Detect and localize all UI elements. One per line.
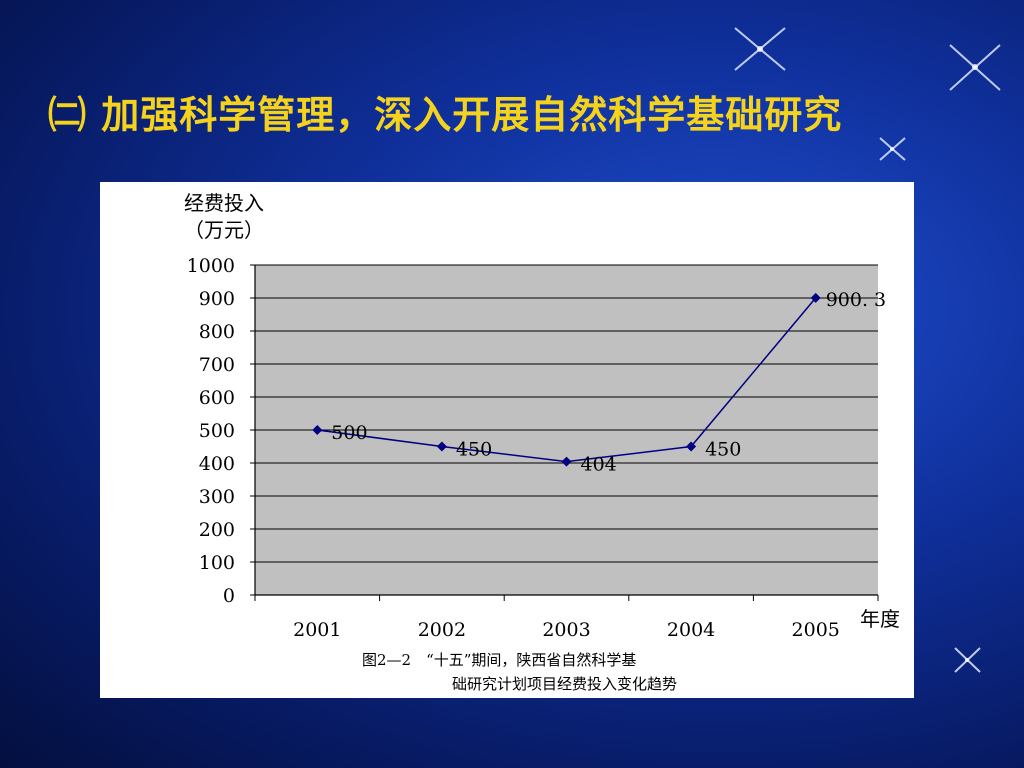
y-tick-label: 800 [199, 321, 235, 343]
y-tick-label: 500 [199, 420, 235, 442]
line-chart: 0 100 200 300 400 500 600 700 800 900 1000 2001 200… [187, 255, 900, 641]
data-label: 450 [705, 439, 741, 461]
x-tick-label: 2001 [293, 619, 341, 641]
x-tick-label: 2004 [667, 619, 715, 641]
x-tick-label: 2003 [542, 619, 590, 641]
data-point-marker [561, 456, 572, 467]
caption-line1: 图2—2 “十五”期间，陕西省自然科学基 [362, 651, 637, 669]
y-tick-label: 1000 [187, 255, 235, 277]
data-label: 450 [456, 439, 492, 461]
slide-title: ㈡ 加强科学管理，深入开展自然科学基础研究 [48, 92, 843, 137]
y-tick-label: 700 [199, 354, 235, 376]
y-axis-label-line2: （万元） [184, 218, 264, 242]
y-tick-label: 900 [199, 288, 235, 310]
y-axis-label: 经费投入 （万元） [184, 190, 264, 244]
y-tick-label: 200 [199, 519, 235, 541]
data-point-marker [436, 441, 447, 452]
figure-caption: 图2—2 “十五”期间，陕西省自然科学基 础研究计划项目经费投入变化趋势 [362, 648, 677, 696]
y-axis-label-line1: 经费投入 [184, 191, 264, 215]
data-label: 404 [581, 454, 617, 476]
data-label: 900. 3 [826, 289, 886, 311]
y-tick-label: 0 [223, 585, 235, 607]
x-tick-label: 2002 [418, 619, 466, 641]
data-label: 500 [331, 422, 367, 444]
data-point-marker [686, 441, 697, 452]
x-axis-label: 年度 [860, 607, 900, 631]
data-point-marker [312, 425, 323, 435]
chart-panel: 0 100 200 300 400 500 600 700 800 900 1000 2001 200… [100, 182, 914, 698]
y-tick-label: 100 [199, 552, 235, 574]
caption-line2: 础研究计划项目经费投入变化趋势 [452, 675, 678, 693]
y-tick-label: 400 [199, 453, 235, 475]
x-tick-label: 2005 [792, 619, 840, 641]
y-tick-label: 600 [199, 387, 235, 409]
data-point-marker [810, 292, 821, 303]
y-tick-label: 300 [199, 486, 235, 508]
